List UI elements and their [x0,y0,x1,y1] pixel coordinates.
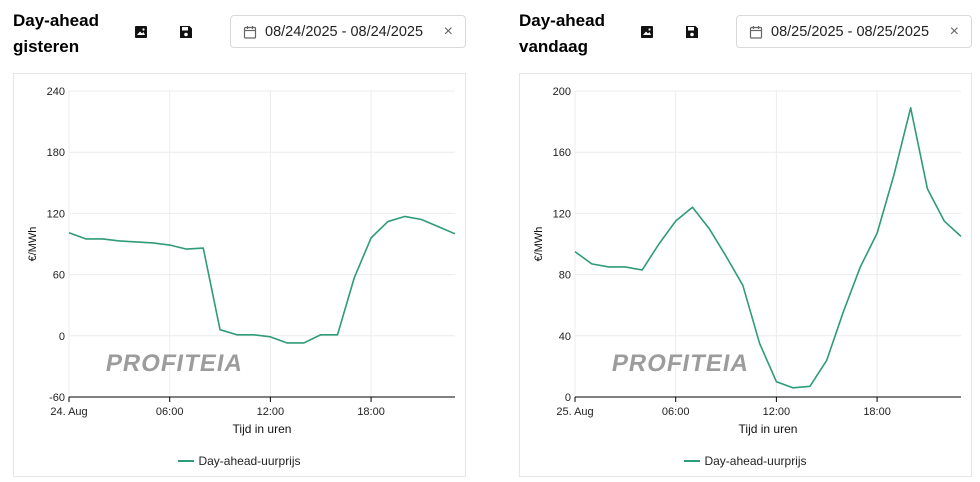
y-tick-label: 60 [53,270,65,282]
date-range-value: 08/25/2025 - 08/25/2025 [771,23,930,40]
close-icon[interactable]: × [949,23,959,40]
x-axis-title: Tijd in uren [233,422,292,436]
x-tick-label: 25. Aug [556,406,593,418]
y-tick-label: 180 [47,147,65,159]
series-line [574,107,962,389]
save-icon [686,26,698,38]
date-range-value: 08/24/2025 - 08/24/2025 [265,23,424,40]
price-chart: -60 0 60 120 180 240 24. Aug 06:00 12:00 18:00 Tij… [27,86,456,436]
calendar-icon [749,25,763,39]
price-chart: 0 40 80 120 160 200 25. Aug 06:00 12:00 18:00 Tijd… [533,86,962,436]
x-tick-label: 06:00 [156,406,184,418]
image-icon [135,26,147,38]
panel-gisteren: Day-ahead gisteren 08/24/2025 - 08/24/20… [0,0,470,482]
save-icon [180,26,192,38]
panel-title: Day-ahead gisteren [13,8,123,60]
y-tick-label: 200 [553,86,571,98]
image-export-button[interactable] [131,22,151,42]
chart-container: -60 0 60 120 180 240 24. Aug 06:00 12:00 18:00 Tij… [13,73,466,477]
panel-title-line1: Day-ahead [13,11,99,30]
chart-container: 0 40 80 120 160 200 25. Aug 06:00 12:00 18:00 Tijd… [519,73,972,477]
y-axis-title: €/MWh [533,227,545,262]
panel-vandaag: Day-ahead vandaag 08/25/2025 - 08/25/202… [506,0,976,482]
x-tick-label: 12:00 [763,406,791,418]
legend-label: Day-ahead-uurprijs [198,454,301,468]
y-tick-label: 0 [59,331,65,343]
y-tick-label: -60 [49,392,65,404]
calendar-icon [243,25,257,39]
image-icon [641,26,653,38]
chart-legend[interactable]: Day-ahead-uurprijs [520,454,971,468]
y-tick-label: 120 [47,208,65,220]
panel-title: Day-ahead vandaag [519,8,629,60]
y-tick-label: 160 [553,147,571,159]
legend-swatch [178,460,195,462]
chart-legend[interactable]: Day-ahead-uurprijs [14,454,465,468]
date-range-picker[interactable]: 08/24/2025 - 08/24/2025 × [230,15,466,48]
x-tick-label: 18:00 [863,406,891,418]
legend-label: Day-ahead-uurprijs [704,454,807,468]
save-button[interactable] [682,22,702,42]
y-axis-title: €/MWh [27,227,39,262]
y-tick-label: 40 [559,331,571,343]
x-tick-label: 18:00 [357,406,385,418]
watermark-logo: PROFITEIA [609,350,752,377]
x-tick-label: 06:00 [662,406,690,418]
panel-title-line2: vandaag [519,37,588,56]
y-tick-label: 240 [47,86,65,98]
legend-swatch [684,460,701,462]
date-range-picker[interactable]: 08/25/2025 - 08/25/2025 × [736,15,972,48]
panel-title-line2: gisteren [13,37,80,56]
panel-title-line1: Day-ahead [519,11,605,30]
x-tick-label: 12:00 [257,406,285,418]
x-tick-label: 24. Aug [50,406,87,418]
y-tick-label: 80 [559,270,571,282]
y-tick-label: 0 [565,392,571,404]
x-axis-title: Tijd in uren [739,422,798,436]
image-export-button[interactable] [637,22,657,42]
save-button[interactable] [176,22,196,42]
watermark-logo: PROFITEIA [103,350,246,377]
close-icon[interactable]: × [443,23,453,40]
y-tick-label: 120 [553,208,571,220]
series-line [68,215,456,344]
